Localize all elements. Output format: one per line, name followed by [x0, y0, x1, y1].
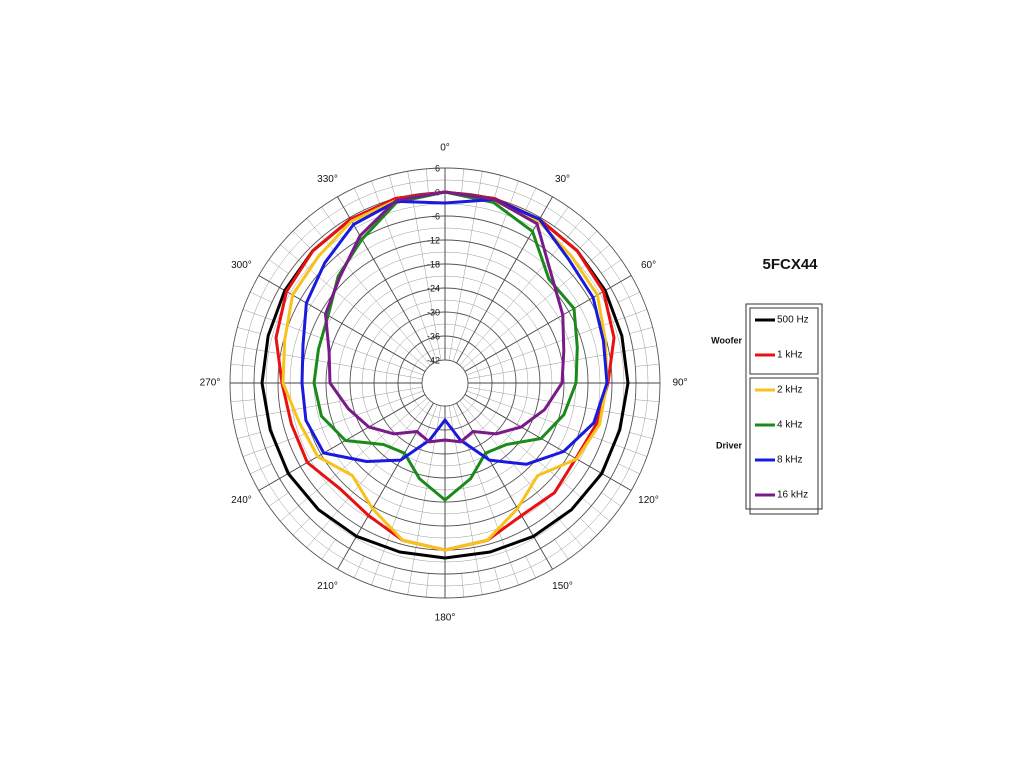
- minor-spoke: [629, 327, 653, 334]
- minor-spoke: [250, 291, 273, 303]
- r-tick-label: -18: [427, 259, 440, 269]
- minor-spoke: [601, 259, 622, 274]
- minor-spoke: [353, 188, 365, 211]
- minor-spoke: [554, 539, 569, 560]
- legend-label: 1 kHz: [777, 350, 803, 361]
- legend-group-box: [749, 377, 819, 515]
- theta-tick-label: 150°: [552, 581, 573, 592]
- chart-title: 5FCX44: [762, 256, 818, 273]
- legend-label: 500 Hz: [777, 315, 809, 326]
- minor-spoke: [230, 364, 255, 367]
- minor-spoke: [635, 364, 660, 367]
- r-tick-label: -24: [427, 283, 440, 293]
- series-line: [281, 190, 609, 552]
- minor-spoke: [389, 567, 396, 591]
- plot-area: [260, 190, 630, 560]
- r-tick-label: -36: [427, 331, 440, 341]
- legend-label: 8 kHz: [777, 455, 803, 466]
- minor-spoke: [292, 517, 311, 536]
- r-tick-label: -12: [427, 235, 440, 245]
- minor-spoke: [525, 555, 537, 578]
- minor-spoke: [579, 517, 598, 536]
- minor-spoke: [237, 432, 261, 439]
- theta-grid-line: [258, 394, 426, 491]
- minor-spoke: [321, 206, 336, 227]
- theta-tick-label: 120°: [638, 495, 659, 506]
- theta-tick-label: 180°: [435, 613, 456, 624]
- r-tick-label: -6: [432, 211, 440, 221]
- legend-label: 4 kHz: [777, 420, 803, 431]
- legend-group-box: [749, 307, 819, 375]
- theta-tick-label: 60°: [641, 260, 656, 271]
- minor-spoke: [321, 539, 336, 560]
- legend-label: 16 kHz: [777, 490, 808, 501]
- theta-grid-line: [464, 394, 632, 491]
- theta-tick-label: 0°: [440, 143, 450, 154]
- series-line: [260, 190, 630, 560]
- minor-spoke: [389, 175, 396, 199]
- minor-spoke: [426, 573, 429, 598]
- minor-spoke: [461, 573, 464, 598]
- series-line: [312, 190, 579, 502]
- legend-group-label: Driver: [716, 440, 743, 450]
- minor-spoke: [629, 432, 653, 439]
- legend-box: [745, 303, 823, 510]
- theta-tick-label: 300°: [231, 260, 252, 271]
- minor-spoke: [635, 399, 660, 402]
- series-line: [300, 198, 609, 466]
- legend: Woofer 500 Hz 1 kHz Driver 2 kHz 4 kHz 8 kHz 16…: [711, 303, 823, 515]
- minor-spoke: [250, 463, 273, 475]
- minor-spoke: [461, 168, 464, 193]
- minor-spoke: [353, 555, 365, 578]
- minor-spoke: [525, 188, 537, 211]
- minor-spoke: [426, 168, 429, 193]
- minor-spoke: [617, 291, 640, 303]
- theta-tick-label: 210°: [317, 581, 338, 592]
- theta-tick-label: 240°: [231, 495, 252, 506]
- minor-spoke: [617, 463, 640, 475]
- minor-spoke: [268, 492, 289, 507]
- r-tick-label: -30: [427, 307, 440, 317]
- legend-group-label: Woofer: [711, 335, 742, 345]
- polar-grid: 60-6-12-18-24-30-36-420°30°60°90°120°150…: [200, 143, 688, 624]
- legend-label: 2 kHz: [777, 385, 803, 396]
- minor-spoke: [292, 230, 311, 249]
- theta-tick-label: 30°: [555, 174, 570, 185]
- theta-tick-label: 270°: [200, 378, 221, 389]
- series-line: [324, 190, 566, 444]
- minor-spoke: [230, 399, 255, 402]
- r-tick-label: 6: [435, 163, 440, 173]
- minor-spoke: [601, 492, 622, 507]
- minor-spoke: [579, 230, 598, 249]
- minor-spoke: [554, 206, 569, 227]
- minor-spoke: [268, 259, 289, 274]
- theta-tick-label: 90°: [672, 378, 687, 389]
- r-tick-label: -42: [427, 355, 440, 365]
- minor-spoke: [494, 175, 501, 199]
- theta-tick-label: 330°: [317, 174, 338, 185]
- minor-spoke: [494, 567, 501, 591]
- minor-spoke: [237, 327, 261, 334]
